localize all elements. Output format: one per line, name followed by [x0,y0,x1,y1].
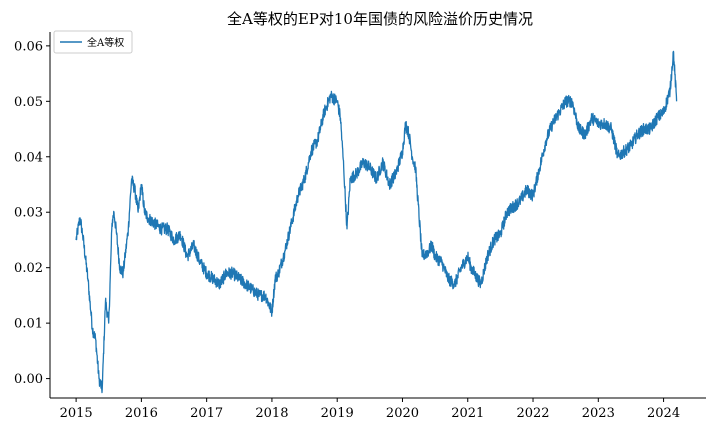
x-tick-label: 2015 [60,406,93,421]
x-tick-label: 2017 [190,406,223,421]
x-axis: 2015 2016 2017 2018 2019 2020 2021 2022 2023 2024 [60,398,680,421]
x-tick-label: 2016 [125,406,158,421]
y-tick-label: 0.04 [14,150,43,165]
y-tick-label: 0.03 [14,206,43,221]
plot-area [49,32,706,399]
x-tick-label: 2024 [647,406,680,421]
series-layer [75,50,678,394]
y-tick-label: 0.06 [14,39,43,54]
chart-title: 全A等权的EP对10年国债的风险溢价历史情况 [227,10,533,28]
x-tick-label: 2018 [255,406,288,421]
y-tick-label: 0.00 [14,372,43,387]
y-tick-label: 0.05 [14,95,43,110]
y-tick-label: 0.01 [14,317,43,332]
x-tick-label: 2023 [582,406,615,421]
x-tick-label: 2020 [386,406,419,421]
y-axis: 0.00 0.01 0.02 0.03 0.04 0.05 0.06 [14,39,50,387]
x-tick-label: 2021 [451,406,484,421]
x-tick-label: 2022 [516,406,549,421]
legend-label: 全A等权 [87,36,124,49]
x-tick-label: 2019 [321,406,354,421]
y-tick-label: 0.02 [14,261,43,276]
legend-box [53,30,133,54]
legend: 全A等权 [53,30,133,54]
series-line [75,50,678,394]
